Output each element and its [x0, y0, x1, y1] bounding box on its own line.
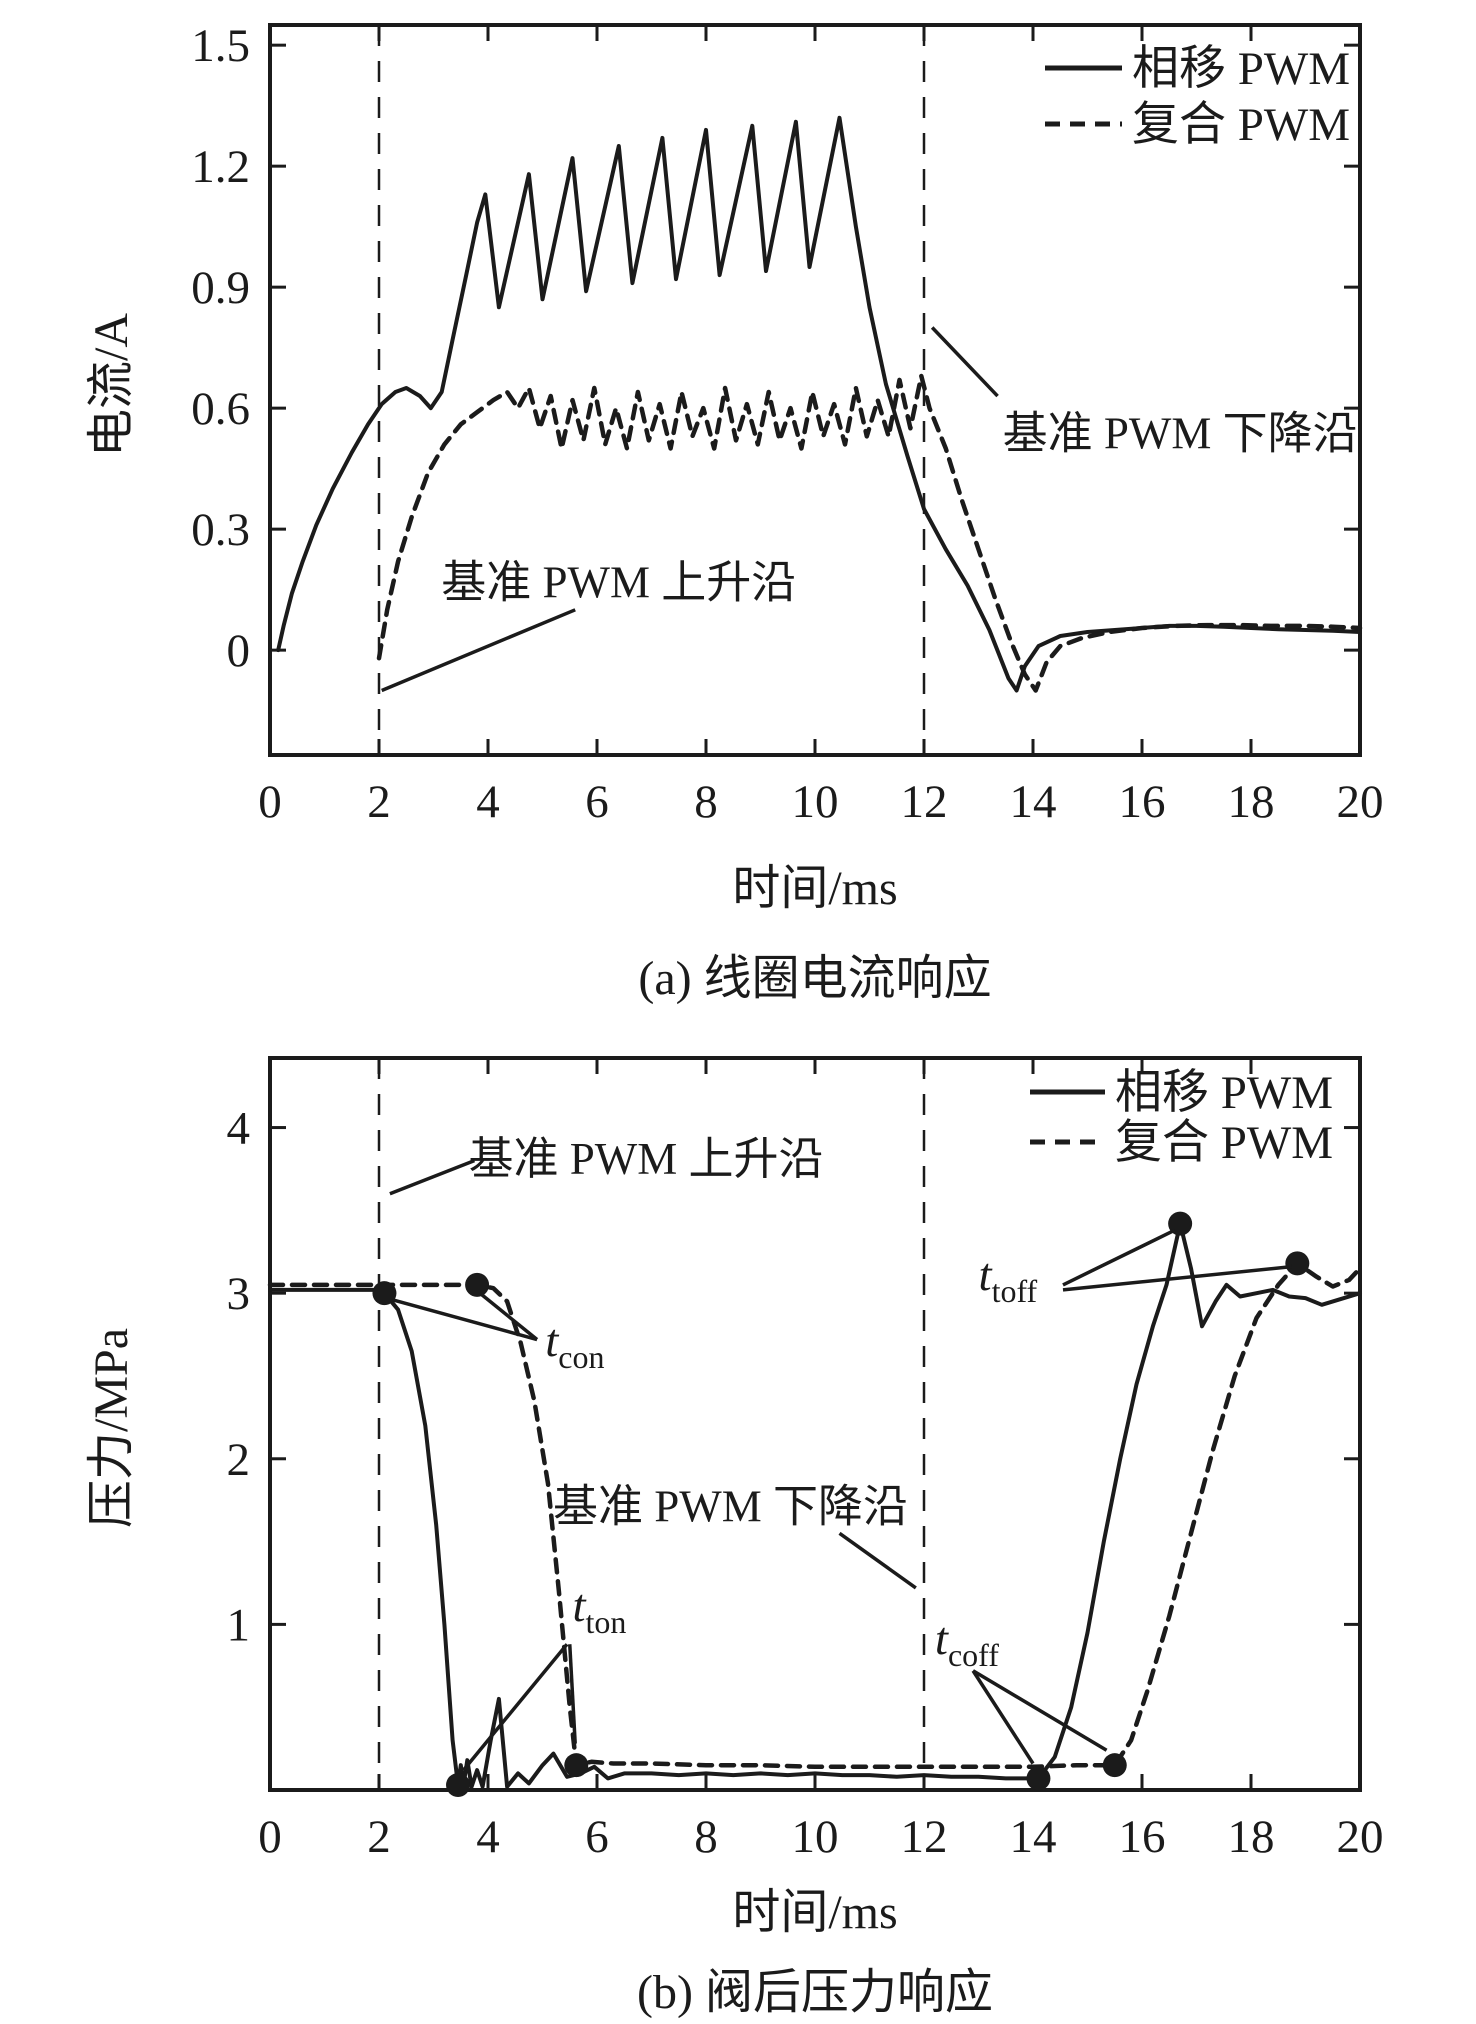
- x-tick-label: 0: [258, 1811, 282, 1863]
- panel-a-y-axis-title: 电流/A: [85, 313, 138, 458]
- x-tick-label: 2: [367, 776, 391, 828]
- panel-b-y-axis-title: 压力/MPa: [85, 1327, 138, 1529]
- annotation-text: tton: [572, 1580, 626, 1640]
- data-point-marker: [1285, 1251, 1310, 1276]
- panel-b-caption: (b) 阀后压力响应: [637, 1966, 993, 2019]
- x-tick-label: 2: [367, 1811, 391, 1863]
- series-phase-shift-pwm: [276, 115, 1362, 693]
- series-composite-pwm: [267, 1261, 1363, 1770]
- x-tick-label: 12: [901, 776, 948, 828]
- y-tick-label: 0.3: [191, 504, 250, 556]
- x-tick-label: 16: [1119, 776, 1166, 828]
- annotation-leader-line: [930, 326, 999, 398]
- legend-label: 复合 PWM: [1115, 1117, 1333, 1169]
- annotation-leader-line: [972, 1669, 1108, 1752]
- y-tick-label: 2: [227, 1434, 251, 1486]
- annotation-leader-line: [971, 1669, 1035, 1765]
- x-tick-label: 4: [476, 776, 500, 828]
- series-phase-shift-pwm: [268, 1221, 1362, 1789]
- data-point-marker: [564, 1753, 589, 1778]
- annotation-leader-line: [1062, 1228, 1176, 1287]
- x-tick-label: 18: [1228, 1811, 1275, 1863]
- data-point-marker: [372, 1281, 397, 1306]
- annotation-text: 基准 PWM 上升沿: [469, 1134, 824, 1184]
- x-tick-label: 6: [585, 1811, 609, 1863]
- x-tick-label: 20: [1337, 776, 1384, 828]
- annotation-leader-line: [462, 1643, 569, 1772]
- annotation-leader-line: [838, 1531, 917, 1590]
- annotation-leader-line: [381, 608, 576, 693]
- annotation-leader-line: [392, 1298, 538, 1342]
- annotation-leader-line: [478, 1291, 539, 1341]
- x-tick-label: 8: [694, 1811, 718, 1863]
- annotation-text: 基准 PWM 下降沿: [553, 1482, 908, 1532]
- x-tick-label: 10: [792, 776, 839, 828]
- annotation-text: 基准 PWM 上升沿: [441, 558, 796, 608]
- panel-a-chart: 0 2 4 6 8 10 12 14 16 18 20 0 0.3 0.6 0.9 1.2 1.5 基准 PWM …: [191, 20, 1384, 828]
- annotation-text: ttoff: [979, 1249, 1038, 1309]
- y-tick-label: 3: [227, 1268, 251, 1320]
- data-point-marker: [1026, 1766, 1051, 1791]
- annotation-leader-line: [389, 1159, 476, 1196]
- x-tick-label: 16: [1119, 1811, 1166, 1863]
- y-tick-label: 1: [227, 1599, 251, 1651]
- annotation-text: 基准 PWM 下降沿: [1003, 408, 1358, 458]
- data-point-marker: [446, 1773, 471, 1798]
- x-tick-label: 18: [1228, 776, 1275, 828]
- x-tick-label: 14: [1010, 776, 1057, 828]
- panel-b-x-axis-title: 时间/ms: [732, 1886, 898, 1939]
- legend-label: 相移 PWM: [1132, 43, 1350, 95]
- legend-label: 复合 PWM: [1132, 99, 1350, 151]
- x-tick-label: 12: [901, 1811, 948, 1863]
- data-point-marker: [1102, 1753, 1127, 1778]
- y-tick-label: 0.9: [191, 262, 250, 314]
- x-tick-label: 10: [792, 1811, 839, 1863]
- x-tick-label: 6: [585, 776, 609, 828]
- y-tick-label: 4: [227, 1103, 251, 1155]
- legend-label: 相移 PWM: [1115, 1067, 1333, 1119]
- annotation-text: tcon: [545, 1315, 604, 1375]
- panel-a-x-axis-title: 时间/ms: [732, 862, 898, 915]
- x-tick-label: 14: [1010, 1811, 1057, 1863]
- y-tick-label: 0.6: [191, 383, 250, 435]
- x-tick-label: 4: [476, 1811, 500, 1863]
- y-tick-label: 1.5: [191, 20, 250, 72]
- y-tick-label: 1.2: [191, 141, 250, 193]
- annotation-leader-line: [568, 1644, 577, 1744]
- x-tick-label: 20: [1337, 1811, 1384, 1863]
- series-composite-pwm: [376, 373, 1363, 693]
- x-tick-label: 8: [694, 776, 718, 828]
- annotation-text: tcoff: [935, 1613, 999, 1673]
- data-point-marker: [465, 1272, 490, 1297]
- x-tick-label: 0: [258, 776, 282, 828]
- annotation-leader-line: [1062, 1264, 1293, 1292]
- y-tick-label: 0: [227, 625, 251, 677]
- panel-a-caption: (a) 线圈电流响应: [638, 952, 992, 1005]
